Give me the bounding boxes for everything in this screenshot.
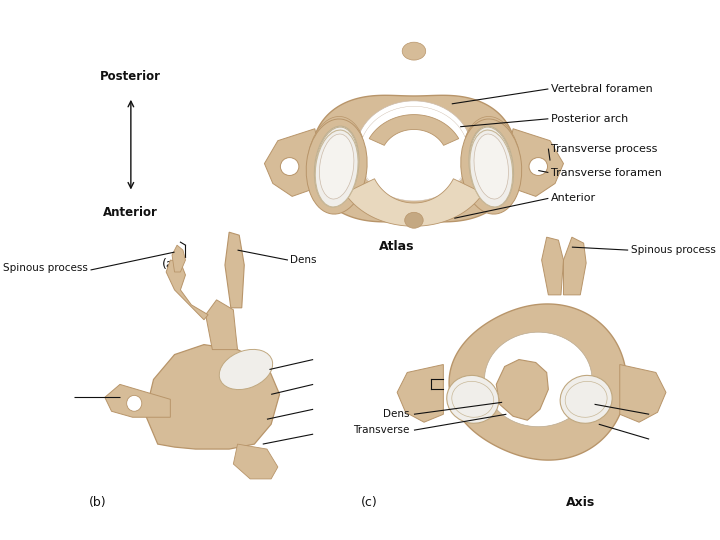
Ellipse shape — [280, 158, 299, 176]
Ellipse shape — [469, 130, 513, 207]
Polygon shape — [397, 364, 444, 422]
Text: Vertebral foramen: Vertebral foramen — [551, 84, 652, 94]
Ellipse shape — [474, 134, 508, 199]
Polygon shape — [206, 300, 238, 349]
Polygon shape — [145, 345, 279, 449]
Text: Anterior: Anterior — [551, 193, 596, 204]
Text: Atlas: Atlas — [379, 240, 415, 253]
Polygon shape — [620, 364, 666, 422]
Text: Axis: Axis — [566, 496, 595, 509]
Ellipse shape — [220, 349, 273, 389]
Polygon shape — [496, 360, 549, 420]
Ellipse shape — [560, 375, 612, 423]
Ellipse shape — [485, 332, 592, 427]
Text: Posterior arch: Posterior arch — [551, 114, 628, 124]
Polygon shape — [541, 237, 564, 295]
Text: Transverse foramen: Transverse foramen — [551, 167, 662, 178]
Ellipse shape — [451, 381, 494, 417]
Polygon shape — [166, 260, 208, 320]
Ellipse shape — [359, 106, 469, 201]
Text: (c): (c) — [361, 496, 378, 509]
Ellipse shape — [315, 127, 358, 206]
Text: (a): (a) — [161, 258, 179, 271]
Polygon shape — [369, 114, 459, 145]
Ellipse shape — [306, 119, 367, 214]
Ellipse shape — [565, 381, 607, 417]
Ellipse shape — [307, 117, 366, 211]
Polygon shape — [505, 129, 564, 197]
Ellipse shape — [356, 101, 472, 200]
Polygon shape — [233, 444, 278, 479]
Polygon shape — [564, 237, 586, 295]
Polygon shape — [311, 95, 517, 222]
Text: Posterior: Posterior — [100, 70, 161, 83]
Ellipse shape — [405, 212, 423, 228]
Ellipse shape — [315, 126, 359, 207]
Text: Transverse: Transverse — [354, 425, 410, 435]
Ellipse shape — [320, 134, 354, 199]
Text: Spinous process: Spinous process — [3, 263, 88, 273]
Ellipse shape — [461, 119, 522, 214]
Ellipse shape — [469, 126, 513, 207]
Ellipse shape — [127, 395, 142, 411]
Polygon shape — [345, 179, 483, 226]
Ellipse shape — [529, 158, 547, 176]
Ellipse shape — [402, 42, 426, 60]
Text: Dens: Dens — [383, 409, 410, 419]
Polygon shape — [264, 129, 323, 197]
Polygon shape — [225, 232, 244, 308]
Text: Anterior: Anterior — [104, 206, 158, 219]
Text: (b): (b) — [89, 496, 107, 509]
Polygon shape — [105, 384, 171, 417]
Text: Transverse process: Transverse process — [551, 144, 657, 153]
Text: Spinous process: Spinous process — [631, 245, 716, 255]
Text: Dens: Dens — [289, 255, 316, 265]
Polygon shape — [449, 304, 626, 460]
Ellipse shape — [446, 375, 499, 423]
Polygon shape — [172, 245, 186, 272]
Ellipse shape — [315, 130, 358, 207]
Ellipse shape — [462, 117, 521, 211]
Ellipse shape — [469, 127, 513, 206]
